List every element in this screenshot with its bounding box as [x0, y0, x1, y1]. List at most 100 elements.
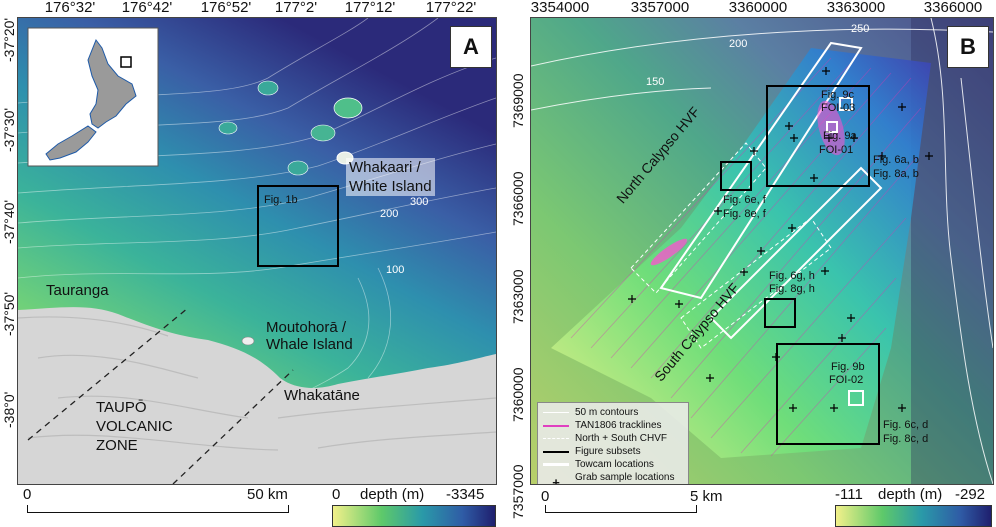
colorbar-min: 0 [332, 486, 341, 503]
easting-tick-label: 3366000 [923, 0, 983, 16]
moutohora-island [241, 336, 255, 346]
colorbar-min: -111 [835, 486, 863, 503]
scalebar-start: 0 [541, 488, 550, 505]
lon-tick-label: 177°12' [344, 0, 396, 16]
legend-item: + Grab sample locations [552, 472, 675, 485]
legend-label: Figure subsets [575, 446, 641, 457]
legend-swatch [543, 412, 569, 413]
easting-tick-label: 3360000 [728, 0, 788, 16]
trackline-cluster [817, 100, 845, 156]
lat-tick-label: -38°0' [1, 391, 17, 428]
lat-tick-label: -37°50' [1, 291, 17, 336]
northing-tick-label: 7360000 [510, 367, 526, 422]
land-mass [18, 307, 496, 484]
panel-a-map: A Whakaari / White Island Fig. 1b 300 20… [17, 17, 497, 485]
tauranga-label: Tauranga [46, 282, 109, 299]
moutohora-label: Moutohorā / Whale Island [266, 319, 353, 353]
towcam-outlines [659, 41, 883, 340]
legend-swatch [543, 438, 569, 439]
colorbar-max: -292 [955, 486, 986, 503]
contour-lines [531, 18, 993, 484]
northing-tick-label: 7363000 [510, 269, 526, 324]
foi-boxes [826, 97, 864, 406]
panel-b-badge: B [947, 26, 989, 68]
colorbar-ramp [835, 505, 992, 527]
fig-9a-label: Fig. 9a [823, 130, 857, 142]
lon-tick-label: 176°32' [44, 0, 96, 16]
tvz-label: TAUPŌ VOLCANIC ZONE [96, 398, 173, 455]
tvz-line-1: TAUPŌ [96, 399, 147, 416]
chvf-outlines [630, 142, 832, 349]
legend-item: TAN1806 tracklines [543, 419, 683, 432]
colorbar-title: depth (m) [878, 486, 943, 503]
fig-8ef-label: Fig. 8e, f [723, 208, 766, 220]
scalebar-line [27, 505, 289, 513]
moutohora-name: Moutohorā / [266, 319, 347, 336]
whakatane-label: Whakatāne [284, 387, 360, 404]
whale-island-name: Whale Island [266, 336, 353, 353]
colorbar-max: -3345 [446, 486, 485, 503]
legend-label: North + South CHVF [575, 433, 667, 444]
contour-label-200: 200 [380, 208, 399, 220]
nz-inset-map [27, 27, 159, 167]
fig-8cd-label: Fig. 8c, d [883, 433, 929, 445]
contour-label-100: 100 [386, 264, 405, 276]
legend-label: 50 m contours [575, 407, 639, 418]
tvz-boundary [27, 307, 294, 484]
lat-tick-label: -37°40' [1, 199, 17, 244]
legend-item: 50 m contours [543, 406, 683, 419]
contour-label-200: 200 [729, 38, 748, 50]
easting-tick-label: 3354000 [530, 0, 590, 16]
scalebar-end: 50 km [247, 486, 288, 503]
fig-6ab-label: Fig. 6a, b [873, 154, 919, 166]
foi-03-label: FOI-03 [821, 102, 856, 114]
northing-tick-label: 7357000 [510, 464, 526, 519]
contour-label-300: 300 [410, 196, 429, 208]
legend-label: Towcam locations [575, 459, 654, 470]
fig-9b-label: Fig. 9b [831, 361, 865, 373]
whakaari-label: Whakaari / White Island [346, 158, 435, 196]
fig-8ab-label: Fig. 8a, b [873, 168, 919, 180]
scalebar-end: 5 km [690, 488, 723, 505]
legend-swatch [543, 424, 569, 427]
foi-02-label: FOI-02 [829, 374, 864, 386]
lon-tick-label: 176°52' [200, 0, 252, 16]
panel-b-map: B 200 250 150 Fig. 9c FOI-03 Fig. 9a FOI… [530, 17, 994, 485]
fig-6ef-label: Fig. 6e, f [723, 194, 766, 206]
easting-tick-label: 3363000 [826, 0, 886, 16]
terrain-texture [18, 316, 496, 451]
colorbar-ramp [332, 505, 496, 527]
legend-item: North + South CHVF [543, 432, 683, 445]
colorbar-title: depth (m) [360, 486, 425, 503]
seamounts [218, 80, 363, 176]
tvz-line-3: ZONE [96, 437, 138, 454]
legend-swatch [543, 463, 569, 466]
whakaari-name: Whakaari / [346, 158, 435, 177]
panel-b-bathymetry [531, 18, 993, 484]
scalebar-line [545, 505, 697, 513]
fig-6gh-label: Fig. 6g, h [769, 270, 815, 282]
legend-item: Towcam locations [543, 458, 683, 471]
scalebar-start: 0 [23, 486, 32, 503]
lon-tick-label: 177°2' [274, 0, 318, 16]
legend-item: Figure subsets [543, 445, 683, 458]
trackline-cluster [650, 238, 688, 266]
fig-6cd-label: Fig. 6c, d [883, 419, 929, 431]
easting-tick-label: 3357000 [630, 0, 690, 16]
northing-tick-label: 7366000 [510, 171, 526, 226]
fig-1b-box [257, 185, 339, 267]
lat-tick-label: -37°30' [1, 107, 17, 152]
fig-9c-label: Fig. 9c [821, 89, 855, 101]
legend-label: TAN1806 tracklines [575, 420, 662, 431]
grab-sample-markers [628, 67, 933, 412]
foi-01-label: FOI-01 [819, 144, 854, 156]
contour-label-250: 250 [851, 23, 870, 35]
legend-swatch [543, 450, 569, 453]
panel-a-badge: A [450, 26, 492, 68]
lon-tick-label: 177°22' [425, 0, 477, 16]
legend-label: Grab sample locations [575, 472, 675, 483]
figure-subset-boxes [720, 85, 880, 445]
fig-8gh-label: Fig. 8g, h [769, 283, 815, 295]
northing-tick-label: 7369000 [510, 73, 526, 128]
panel-a-bathymetry [18, 18, 496, 484]
